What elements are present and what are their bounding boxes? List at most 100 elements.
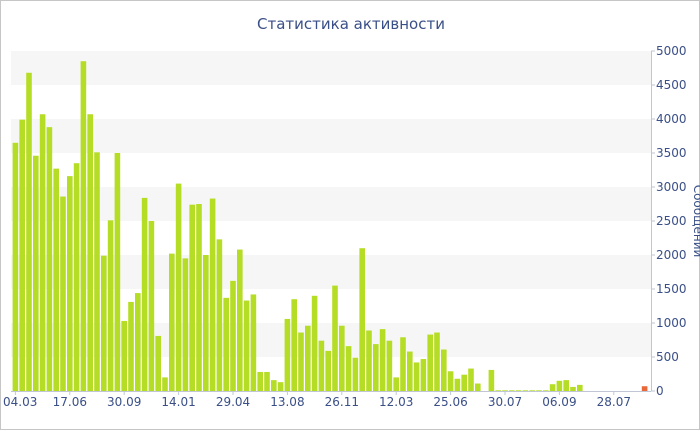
bar (345, 346, 352, 391)
bar (209, 198, 216, 391)
bar (298, 332, 304, 391)
bar (26, 72, 32, 391)
bar (141, 197, 148, 391)
bar (522, 390, 529, 391)
x-tick-label: 26.11 (325, 395, 359, 409)
bar (318, 340, 325, 391)
bar (203, 255, 209, 391)
bar (162, 377, 168, 391)
bar (577, 384, 583, 391)
grid-band (11, 119, 651, 153)
bar (107, 220, 114, 391)
bar (502, 390, 508, 391)
bar (475, 383, 481, 391)
bar (400, 337, 406, 391)
x-tick-label: 14.01 (161, 395, 195, 409)
bar (148, 221, 155, 391)
bar (114, 153, 121, 391)
bar (352, 357, 359, 391)
bar (332, 285, 338, 391)
x-tick-label: 25.06 (433, 395, 467, 409)
bar (155, 335, 161, 391)
bar (182, 258, 189, 391)
bar (196, 204, 202, 391)
bar (121, 320, 127, 391)
highlight-bar (641, 386, 648, 391)
bar (325, 350, 331, 391)
bar (19, 119, 25, 392)
bar (128, 301, 134, 391)
bar (549, 384, 556, 391)
bar (441, 349, 447, 391)
bar (39, 114, 46, 392)
bar (305, 325, 311, 391)
bar (73, 163, 80, 391)
bar (386, 340, 393, 391)
bar (237, 249, 243, 391)
bar (189, 204, 195, 391)
bar (468, 368, 474, 391)
bar (169, 253, 175, 391)
bar (46, 127, 53, 391)
bar (379, 329, 386, 391)
x-tick-label: 30.09 (107, 395, 141, 409)
x-tick-label: 28.07 (597, 395, 631, 409)
bar (101, 255, 107, 391)
x-tick-label: 17.06 (53, 395, 87, 409)
y-tick-label: 1500 (656, 282, 687, 296)
bar (243, 300, 250, 391)
bar (393, 377, 399, 391)
bar (284, 318, 291, 391)
x-tick-label: 29.04 (216, 395, 250, 409)
bar (543, 390, 549, 391)
bar (563, 380, 569, 391)
bar (570, 386, 576, 391)
bar (175, 183, 182, 391)
bar (427, 334, 433, 391)
grid-band (11, 255, 651, 289)
bar (264, 371, 270, 391)
bar (339, 325, 345, 391)
bar (87, 114, 93, 392)
bar (223, 297, 229, 391)
bar (509, 390, 515, 391)
bar (257, 371, 263, 391)
bar (94, 152, 100, 391)
bar (536, 390, 542, 391)
bar (454, 378, 461, 391)
x-tick-label: 12.03 (379, 395, 413, 409)
bar (33, 155, 39, 391)
bar (250, 294, 257, 391)
y-tick-label: 1000 (656, 316, 687, 330)
bar (488, 369, 495, 391)
y-tick-label: 4500 (656, 78, 687, 92)
y-tick-label: 5000 (656, 44, 687, 58)
bar (60, 196, 66, 391)
bar (366, 330, 372, 391)
y-tick-label: 3000 (656, 180, 687, 194)
bar (277, 382, 284, 391)
x-tick-label: 30.07 (488, 395, 522, 409)
bar (529, 390, 535, 391)
bar (461, 374, 467, 391)
bar (434, 332, 440, 391)
bar (413, 362, 420, 391)
bar (216, 239, 223, 391)
y-tick-label: 500 (656, 350, 679, 364)
bar (447, 371, 454, 391)
bar (291, 299, 297, 391)
x-tick-label: 13.08 (270, 395, 304, 409)
bar (12, 142, 19, 391)
chart-title: Статистика активности (257, 15, 445, 33)
y-tick-label: 0 (656, 384, 664, 398)
x-tick-label: 06.09 (542, 395, 576, 409)
bar (271, 380, 277, 391)
bar (359, 248, 365, 391)
bar (373, 344, 379, 391)
bar (67, 176, 73, 391)
y-tick-label: 4000 (656, 112, 687, 126)
bar (230, 280, 236, 391)
bar (311, 295, 318, 391)
bar (495, 390, 501, 391)
